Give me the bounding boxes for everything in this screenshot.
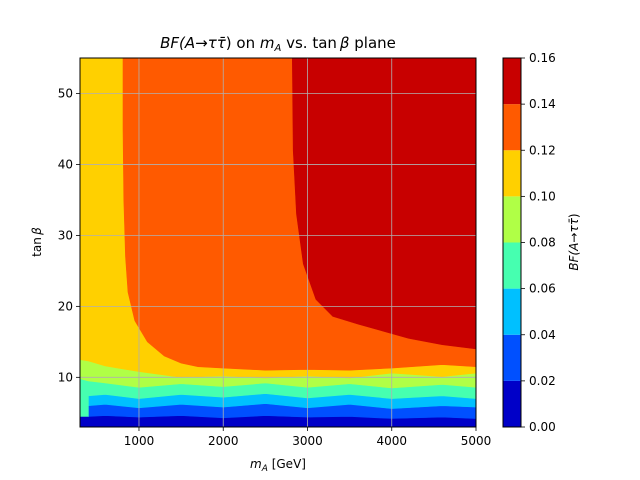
colorbar-segment-4 [503, 196, 521, 243]
y-tick-label-1: 20 [58, 299, 73, 313]
x-tick-label-3: 4000 [376, 434, 407, 448]
plot-frame [79, 57, 477, 428]
colorbar-segments [503, 58, 521, 427]
colorbar-segment-0 [503, 380, 521, 427]
x-axis-ticks: 1000 2000 3000 4000 5000 [124, 427, 492, 448]
colorbar-segment-2 [503, 288, 521, 335]
x-tick-label-1: 2000 [208, 434, 239, 448]
colorbar-tick-label-8: 0.16 [529, 51, 556, 65]
colorbar-tick-label-7: 0.14 [529, 97, 556, 111]
x-tick-label-4: 5000 [461, 434, 492, 448]
y-tick-label-2: 30 [58, 228, 73, 242]
x-tick-label-2: 3000 [292, 434, 323, 448]
colorbar-tick-label-3: 0.06 [529, 282, 556, 296]
colorbar-tick-label-0: 0.00 [529, 420, 556, 434]
x-tick-label-0: 1000 [124, 434, 155, 448]
contour-regions [79, 57, 477, 428]
colorbar-segment-6 [503, 104, 521, 151]
y-tick-label-4: 50 [58, 86, 73, 100]
y-tick-label-3: 40 [58, 157, 73, 171]
colorbar-tick-label-6: 0.12 [529, 143, 556, 157]
colorbar-tick-label-4: 0.08 [529, 236, 556, 250]
colorbar-ticks: 0.00 0.02 0.04 0.06 0.08 0.10 0.12 0.14 0.16 [521, 51, 556, 434]
colorbar-segment-7 [503, 58, 521, 105]
y-tick-label-0: 10 [58, 370, 73, 384]
colorbar: 0.00 0.02 0.04 0.06 0.08 0.10 0.12 0.14 0.16 BF(… [502, 51, 581, 434]
colorbar-segment-1 [503, 334, 521, 381]
colorbar-tick-label-5: 0.10 [529, 189, 556, 203]
colorbar-tick-label-2: 0.04 [529, 328, 556, 342]
colorbar-label: BF(A→ττ̄) [567, 213, 581, 270]
plot-area [79, 57, 477, 428]
y-axis-ticks: 10 20 30 40 50 [58, 86, 80, 384]
colorbar-segment-5 [503, 150, 521, 197]
colorbar-segment-3 [503, 242, 521, 289]
y-axis-label: tan β [30, 227, 44, 257]
colorbar-tick-label-1: 0.02 [529, 374, 556, 388]
x-axis-label: mA [GeV] [250, 457, 306, 474]
chart-title: BF(A→ττ̄) on mA vs. tan β plane [160, 34, 396, 54]
